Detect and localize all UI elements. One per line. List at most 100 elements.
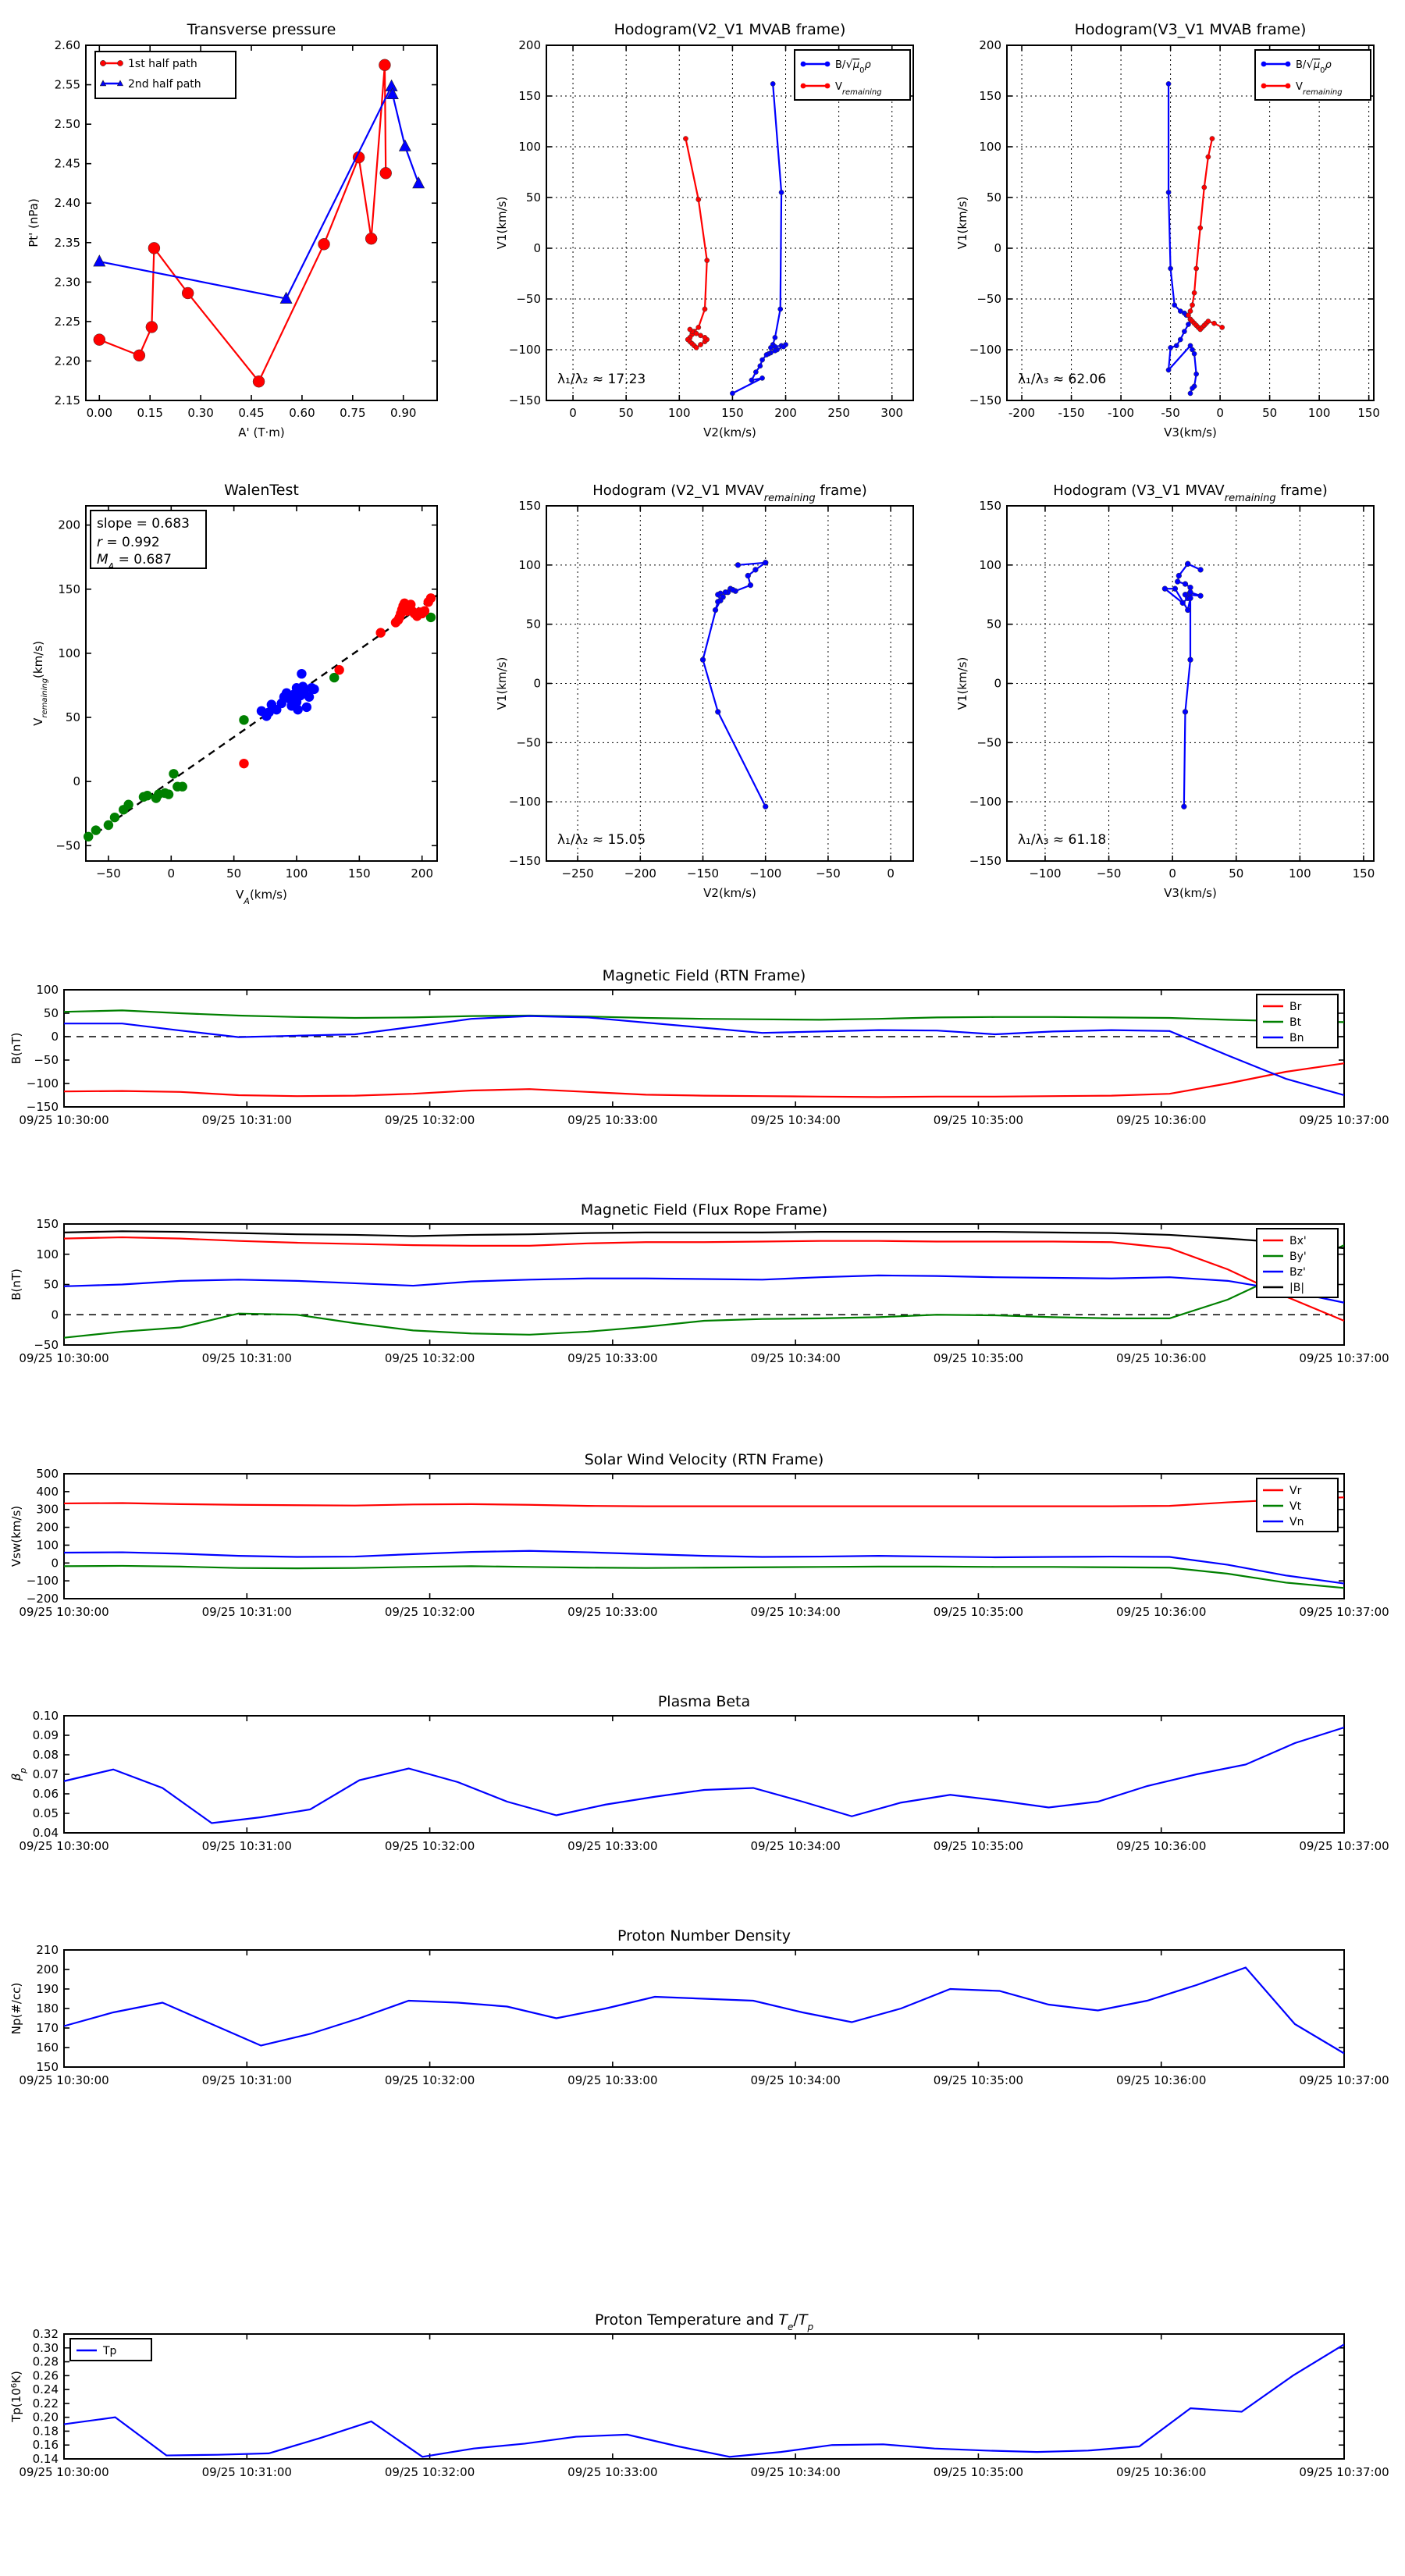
legend-label: Bz': [1289, 1266, 1306, 1279]
panel-hodogram_v3v1_mvav-canvas: Hodogram (V3_V1 MVAVremaining frame) −100…: [955, 482, 1375, 900]
panel-vsw_rtn-canvas: Solar Wind Velocity (RTN Frame) 09/25 10:…: [9, 1451, 1389, 1619]
data-point: [163, 789, 174, 799]
svg-text:−150: −150: [509, 854, 541, 868]
data-point: [1205, 154, 1211, 160]
time-tick-label: 09/25 10:31:00: [202, 1605, 292, 1619]
data-point: [1191, 350, 1197, 357]
svg-text:−100: −100: [1029, 866, 1061, 881]
panel-proton_density: Proton Number Density 09/25 10:30:00 09/25…: [0, 1917, 1405, 2111]
svg-text:0.75: 0.75: [340, 406, 365, 420]
legend-label: Vt: [1289, 1500, 1302, 1513]
series-Vt: [63, 1564, 1345, 1589]
data-point: [1197, 225, 1204, 231]
panel-hodogram_v3v1_mvav: Hodogram (V3_V1 MVAVremaining frame) −100…: [929, 468, 1397, 921]
data-point: [759, 375, 765, 381]
svg-text:2.20: 2.20: [55, 354, 80, 368]
svg-text:0.06: 0.06: [33, 1787, 59, 1801]
data-point: [1187, 595, 1193, 601]
data-point: [722, 589, 729, 596]
y-axis-label: B(nT): [9, 1033, 23, 1065]
svg-text:0.00: 0.00: [87, 406, 112, 420]
svg-text:100: 100: [1308, 406, 1331, 420]
eigenvalue-ratio-annotation: λ₁/λ₃ ≈ 62.06: [1018, 372, 1106, 387]
svg-text:0: 0: [1216, 406, 1224, 420]
panel-vsw_rtn: Solar Wind Velocity (RTN Frame) 09/25 10:…: [0, 1441, 1405, 1642]
svg-text:0.20: 0.20: [33, 2411, 59, 2425]
series-Vr: [63, 1496, 1345, 1507]
svg-text:0.26: 0.26: [33, 2368, 59, 2382]
data-point: [379, 167, 392, 180]
svg-text:−50: −50: [55, 838, 80, 852]
svg-text:−50: −50: [34, 1053, 59, 1067]
panel-title: Transverse pressure: [187, 21, 336, 38]
svg-text:150: 150: [979, 499, 1001, 513]
legend-label: 2nd half path: [128, 78, 201, 91]
data-point: [778, 190, 784, 195]
hodogram_v2v1_mvab-frame: [546, 44, 914, 401]
time-tick-label: 09/25 10:32:00: [385, 1839, 475, 1853]
svg-text:500: 500: [36, 1467, 59, 1481]
legend-label: Br: [1289, 1001, 1302, 1013]
data-point: [109, 812, 120, 823]
time-tick-label: 09/25 10:32:00: [385, 2073, 475, 2087]
stats-box: [90, 510, 207, 569]
data-point: [398, 139, 411, 151]
panel-title: Proton Number Density: [617, 1927, 791, 1944]
data-point: [91, 825, 101, 835]
data-point: [715, 599, 721, 605]
panel-title: Hodogram(V3_V1 MVAB frame): [1075, 21, 1307, 38]
svg-text:-50: -50: [1161, 406, 1180, 420]
y-axis-label: V1(km/s): [955, 197, 969, 250]
proton_temperature-frame: [63, 2333, 1345, 2460]
time-tick-label: 09/25 10:35:00: [934, 1605, 1023, 1619]
svg-text:150: 150: [518, 89, 541, 103]
data-point: [1165, 367, 1172, 373]
svg-text:0: 0: [533, 677, 541, 691]
svg-text:190: 190: [36, 1982, 59, 1996]
legend-box: [1254, 49, 1371, 101]
panel-title: Hodogram (V2_V1 MVAVremaining frame): [592, 482, 867, 504]
data-point: [683, 136, 688, 141]
time-tick-label: 09/25 10:34:00: [750, 2073, 840, 2087]
data-point: [770, 81, 776, 87]
data-point: [1168, 345, 1173, 350]
svg-text:-200: -200: [1008, 406, 1035, 420]
data-point: [1197, 567, 1204, 573]
svg-text:0.45: 0.45: [238, 406, 264, 420]
panel-hodogram_v2v1_mvab-canvas: Hodogram(V2_V1 MVAB frame) 0 50 100 150 200 25…: [495, 21, 914, 439]
panel-plasma_beta-canvas: Plasma Beta 09/25 10:30:00 09/25 10:31:00 0…: [9, 1693, 1389, 1853]
time-tick-label: 09/25 10:31:00: [202, 2073, 292, 2087]
legend-marker: [1261, 83, 1267, 89]
svg-text:200: 200: [518, 38, 541, 52]
svg-text:-100: -100: [1108, 406, 1134, 420]
svg-text:−200: −200: [624, 866, 656, 881]
series-Vn: [63, 1550, 1345, 1585]
svg-text:100: 100: [58, 646, 80, 660]
y-axis-label: βp: [9, 1768, 28, 1782]
legend: Vr Vt Vn: [1256, 1478, 1339, 1532]
data-point: [84, 831, 94, 841]
data-point: [730, 390, 735, 397]
data-point: [133, 349, 146, 362]
panel-title: Proton Temperature and Te/Tp: [595, 2311, 814, 2332]
series-Tp: [63, 2343, 1345, 2458]
svg-text:160: 160: [36, 2041, 59, 2055]
svg-text:2.50: 2.50: [55, 117, 80, 131]
svg-text:0: 0: [168, 866, 176, 881]
svg-text:210: 210: [36, 1943, 59, 1957]
panel-proton_temperature: Proton Temperature and Te/Tp 09/25 10:30:…: [0, 2301, 1405, 2503]
svg-text:50: 50: [66, 710, 80, 724]
data-point: [768, 345, 774, 350]
svg-text:−150: −150: [27, 1100, 59, 1114]
time-tick-label: 09/25 10:37:00: [1299, 1605, 1389, 1619]
data-point: [239, 715, 249, 725]
legend-label: Vn: [1289, 1516, 1304, 1528]
legend-label: Bt: [1289, 1016, 1302, 1029]
time-tick-label: 09/25 10:31:00: [202, 1839, 292, 1853]
svg-text:2.45: 2.45: [55, 157, 80, 171]
time-tick-label: 09/25 10:36:00: [1116, 1839, 1206, 1853]
data-point: [293, 704, 303, 715]
svg-text:2.40: 2.40: [55, 196, 80, 210]
legend-marker: [824, 61, 831, 67]
